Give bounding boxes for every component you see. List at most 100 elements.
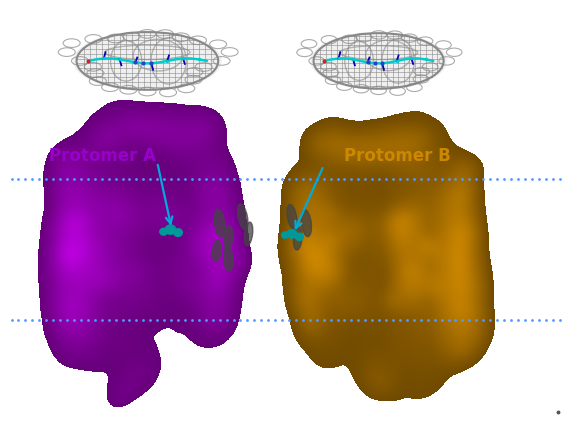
Point <box>437 317 446 324</box>
Point <box>377 61 387 68</box>
Point <box>458 176 467 183</box>
Point <box>472 317 481 324</box>
Point <box>465 317 474 324</box>
Point <box>340 317 349 324</box>
Point <box>349 57 358 63</box>
Point <box>388 176 398 183</box>
Point <box>375 317 384 324</box>
Point <box>194 317 203 324</box>
Point <box>264 317 273 324</box>
Point <box>277 176 287 183</box>
Point <box>139 176 148 183</box>
Point <box>368 176 377 183</box>
Point <box>194 176 203 183</box>
Point <box>363 60 372 67</box>
Point <box>28 317 37 324</box>
Point <box>326 317 335 324</box>
Ellipse shape <box>73 32 222 92</box>
Ellipse shape <box>214 210 225 237</box>
Point <box>451 317 460 324</box>
Point <box>208 176 217 183</box>
Point <box>180 176 190 183</box>
Point <box>99 56 109 63</box>
Ellipse shape <box>293 227 302 250</box>
Point <box>69 317 79 324</box>
Point <box>361 176 370 183</box>
Point <box>347 176 356 183</box>
Ellipse shape <box>244 223 253 246</box>
Point <box>548 176 557 183</box>
Point <box>160 317 169 324</box>
Point <box>423 176 432 183</box>
Point <box>215 317 224 324</box>
Point <box>179 56 188 63</box>
Point <box>55 176 65 183</box>
Point <box>334 56 343 63</box>
Point <box>361 317 370 324</box>
Ellipse shape <box>287 230 297 239</box>
Point <box>62 176 72 183</box>
Point <box>465 176 474 183</box>
Point <box>326 176 335 183</box>
Point <box>492 176 502 183</box>
Point <box>132 317 141 324</box>
Ellipse shape <box>238 204 248 230</box>
Point <box>131 60 140 67</box>
Point <box>236 176 245 183</box>
Point <box>153 317 162 324</box>
Point <box>333 176 342 183</box>
Point <box>284 317 294 324</box>
Ellipse shape <box>212 241 221 262</box>
Point <box>499 317 509 324</box>
Point <box>55 317 65 324</box>
Point <box>118 176 127 183</box>
Point <box>125 317 134 324</box>
Ellipse shape <box>173 229 183 237</box>
Point <box>104 317 113 324</box>
Point <box>35 317 44 324</box>
Ellipse shape <box>295 233 303 241</box>
Point <box>90 317 99 324</box>
Point <box>49 176 58 183</box>
Point <box>271 317 280 324</box>
Point <box>35 176 44 183</box>
Ellipse shape <box>224 226 233 251</box>
Point <box>409 317 418 324</box>
Point <box>97 176 106 183</box>
Point <box>370 61 380 68</box>
Point <box>499 176 509 183</box>
Ellipse shape <box>301 210 312 237</box>
Point <box>416 317 425 324</box>
Point <box>111 317 120 324</box>
Point <box>513 176 523 183</box>
Point <box>7 317 16 324</box>
Point <box>21 176 30 183</box>
Point <box>527 317 536 324</box>
Point <box>49 317 58 324</box>
Point <box>319 317 328 324</box>
Point <box>305 317 314 324</box>
Point <box>506 176 516 183</box>
Point <box>513 317 523 324</box>
Point <box>115 57 124 63</box>
Point <box>388 317 398 324</box>
Point <box>363 60 372 67</box>
Ellipse shape <box>160 229 167 236</box>
Point <box>125 176 134 183</box>
Point <box>139 61 148 68</box>
Point <box>541 317 550 324</box>
Point <box>132 176 141 183</box>
Point <box>222 176 231 183</box>
Point <box>147 61 156 68</box>
Point <box>333 317 342 324</box>
Point <box>534 317 543 324</box>
Point <box>347 317 356 324</box>
Point <box>548 317 557 324</box>
Point <box>166 176 176 183</box>
Point <box>555 317 564 324</box>
Point <box>409 176 418 183</box>
Point <box>368 317 377 324</box>
Point <box>479 317 488 324</box>
Point <box>83 58 92 65</box>
Ellipse shape <box>310 33 447 91</box>
